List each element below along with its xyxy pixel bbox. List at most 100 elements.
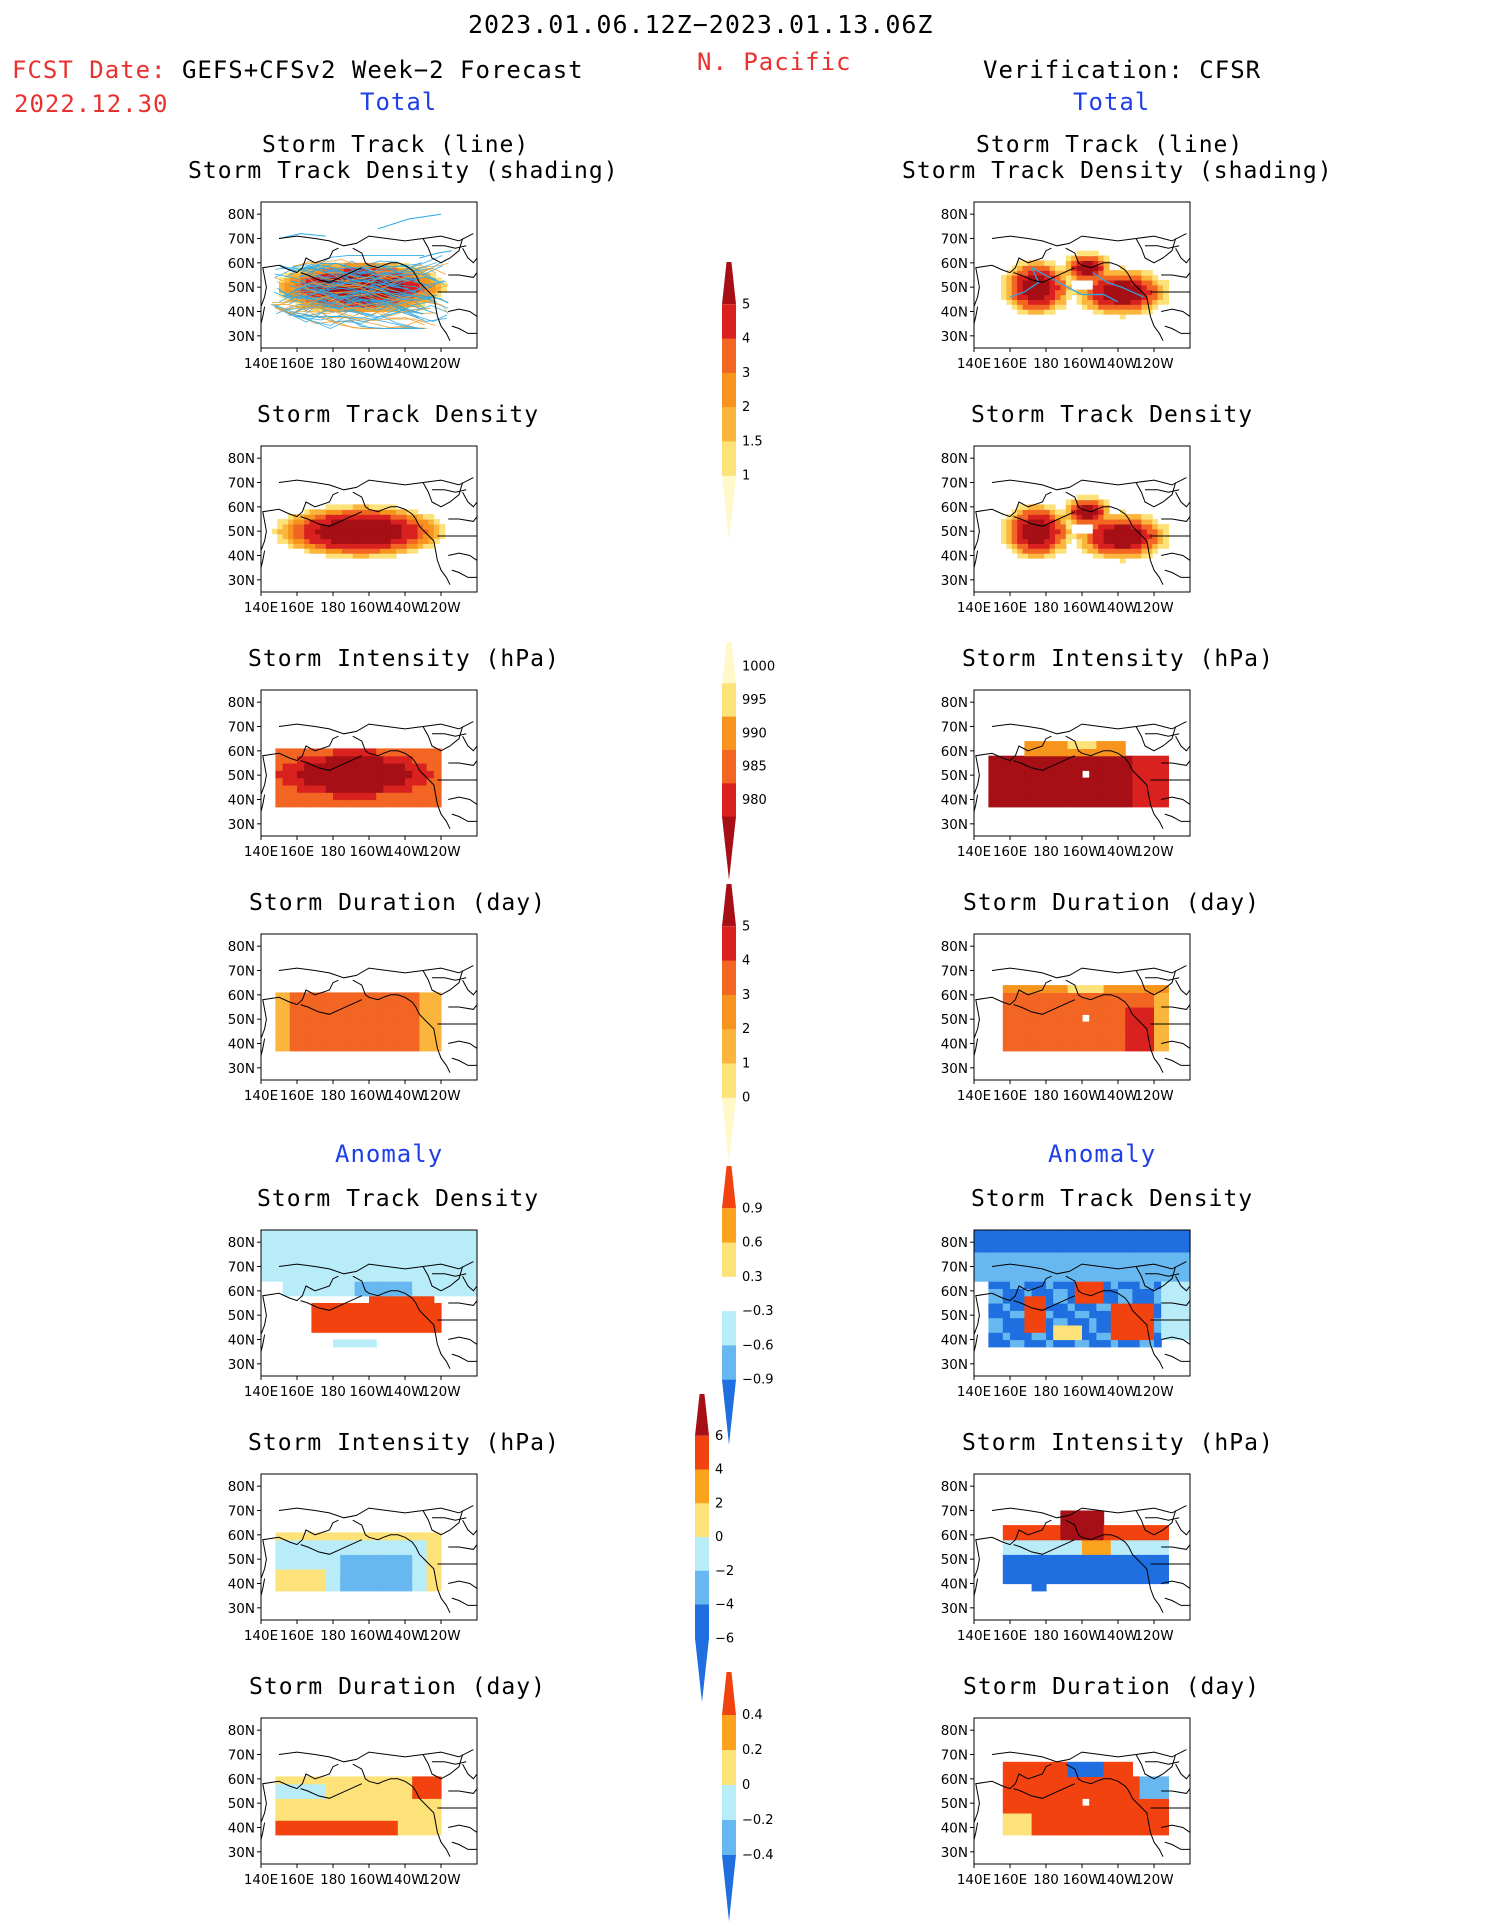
field-cell [1053, 1244, 1061, 1253]
field-cell [347, 1324, 356, 1333]
field-cell [369, 1244, 377, 1253]
field-cell [1060, 265, 1067, 271]
field-cell [333, 1798, 341, 1807]
field-cell [1053, 1332, 1061, 1341]
colorbar-segment [695, 1469, 709, 1504]
field-cell [361, 1303, 370, 1311]
lon-label: 180 [320, 844, 346, 860]
lon-label: 160E [280, 356, 314, 372]
field-cell [1103, 784, 1112, 793]
field-cell [1046, 1561, 1054, 1570]
lon-label: 140E [244, 1088, 278, 1104]
field-cell [289, 1036, 298, 1045]
field-cell [412, 548, 419, 554]
field-cell [1096, 1251, 1105, 1260]
field-cell [1010, 1273, 1018, 1282]
field-cell [1022, 299, 1029, 305]
field-cell [1074, 1783, 1083, 1792]
lon-label: 140E [244, 356, 278, 372]
field-cell [383, 1554, 392, 1563]
field-cell [1002, 1532, 1011, 1541]
field-cell [397, 1310, 406, 1319]
field-cell [304, 1043, 312, 1052]
lat-label: 40N [228, 1821, 255, 1837]
field-cell [1114, 533, 1121, 540]
field-cell [1096, 1295, 1105, 1304]
field-cell [318, 770, 327, 779]
field-cell [1022, 260, 1029, 266]
field-cell [1074, 1547, 1083, 1555]
field-cell [1103, 304, 1110, 310]
field-cell [376, 755, 384, 764]
field-cell [1067, 1295, 1076, 1304]
field-cell [419, 1021, 428, 1030]
field-cell [1168, 1266, 1177, 1275]
field-cell [1076, 509, 1083, 515]
field-cell [369, 1805, 377, 1814]
field-cell [1067, 1007, 1076, 1015]
field-cell [1024, 1769, 1033, 1777]
field-cell [448, 1259, 456, 1268]
field-cell [289, 784, 298, 793]
field-cell [1125, 1014, 1133, 1023]
field-cell [277, 533, 284, 540]
field-cell [1110, 1539, 1119, 1548]
colorbar-label: −0.6 [742, 1338, 774, 1353]
field-cell [309, 548, 316, 554]
field-cell [383, 1827, 392, 1836]
field-cell [1125, 309, 1132, 315]
field-cell [338, 292, 345, 298]
field-cell [268, 1251, 276, 1260]
field-cell [426, 1036, 435, 1045]
field-cell [1082, 1561, 1090, 1570]
field-cell [1024, 799, 1033, 808]
lon-label: 180 [1033, 1088, 1059, 1104]
field-cell [1065, 265, 1072, 271]
field-cell [320, 523, 327, 530]
field-cell [1103, 1332, 1112, 1341]
lat-label: 40N [228, 1577, 255, 1593]
colorbar-segment [722, 816, 736, 880]
field-cell [1060, 304, 1067, 310]
field-cell [325, 1576, 334, 1585]
field-cell [261, 1251, 269, 1260]
field-cell [325, 509, 332, 515]
field-cell [1002, 1820, 1011, 1829]
field-cell [369, 548, 375, 554]
lat-label: 70N [941, 720, 968, 736]
field-cell [1082, 1339, 1090, 1348]
coastline [300, 755, 363, 771]
field-cell [1125, 543, 1132, 549]
field-cell [318, 1014, 327, 1023]
field-cell [383, 1244, 392, 1253]
field-cell [1114, 528, 1121, 535]
field-cell [419, 1776, 428, 1785]
field-cell [1103, 1259, 1112, 1268]
field-cell [419, 1281, 428, 1289]
field-cell [433, 1273, 442, 1282]
field-cell [1049, 299, 1056, 305]
field-cell [1055, 548, 1061, 554]
field-cell [1092, 279, 1099, 286]
field-cell [369, 1798, 377, 1807]
field-cell [1110, 1251, 1119, 1260]
field-cell [406, 528, 413, 535]
field-cell [1017, 270, 1024, 276]
field-cell [1103, 294, 1110, 300]
field-cell [311, 777, 320, 786]
field-cell [1082, 533, 1088, 540]
field-cell [1161, 784, 1169, 793]
field-cell [419, 1539, 428, 1548]
field-cell [318, 1237, 327, 1246]
field-cell [1067, 748, 1076, 757]
field-cell [363, 553, 370, 559]
field-cell [374, 504, 381, 510]
field-cell [315, 519, 321, 525]
field-cell [298, 543, 305, 549]
field-cell [1017, 770, 1025, 779]
field-cell [433, 763, 442, 771]
coastline [1161, 1040, 1191, 1049]
anomaly-label-right: Anomaly [1048, 1140, 1157, 1168]
